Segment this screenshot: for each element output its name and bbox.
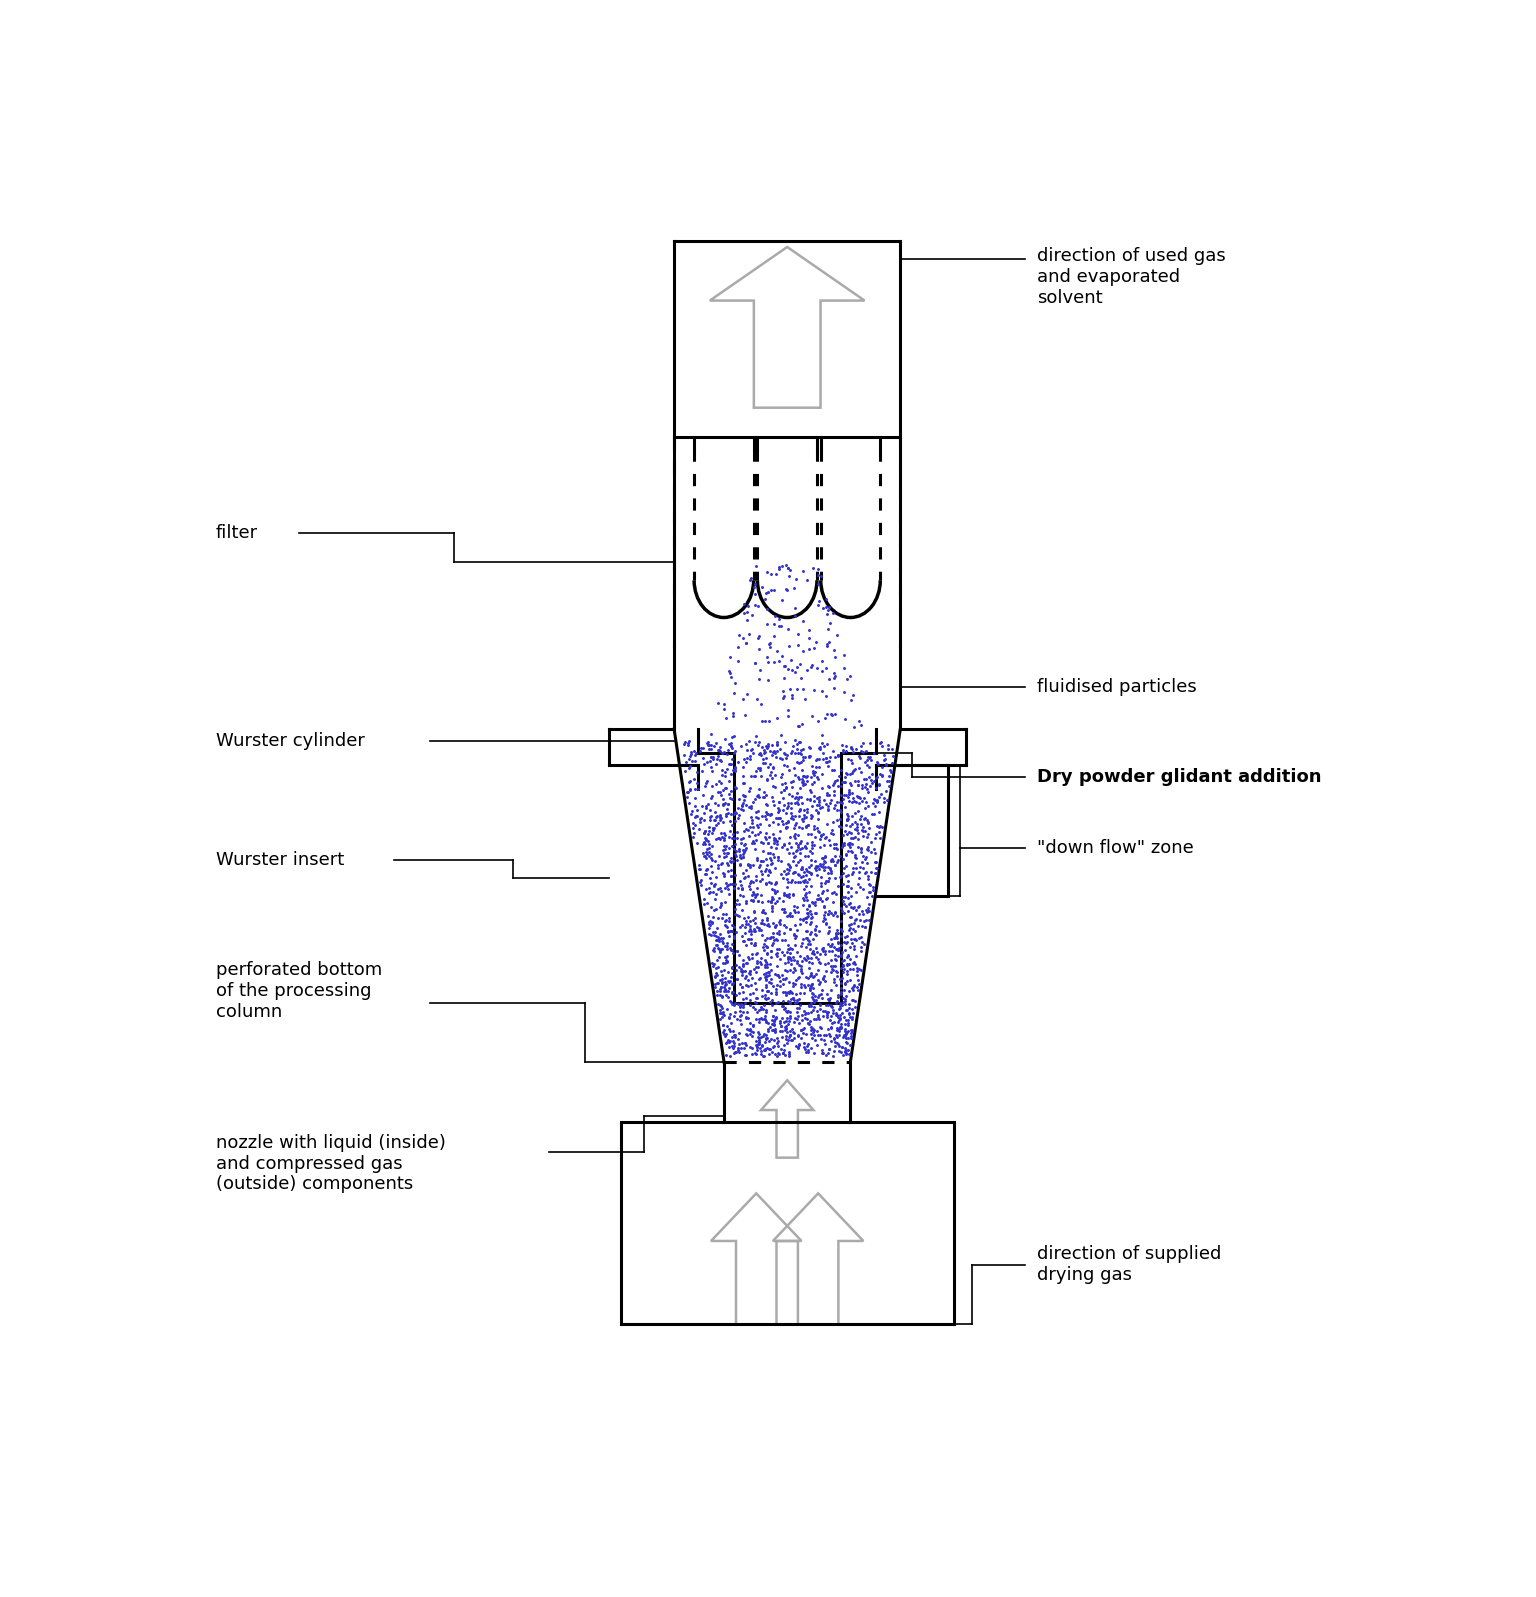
Text: Wurster insert: Wurster insert	[215, 851, 344, 869]
Text: perforated bottom
of the processing
column: perforated bottom of the processing colu…	[215, 961, 382, 1020]
Text: nozzle with liquid (inside)
and compressed gas
(outside) components: nozzle with liquid (inside) and compress…	[215, 1134, 445, 1193]
Text: "down flow" zone: "down flow" zone	[1037, 838, 1193, 858]
Text: Dry powder glidant addition: Dry powder glidant addition	[1037, 768, 1321, 786]
Text: fluidised particles: fluidised particles	[1037, 679, 1197, 696]
Text: Wurster cylinder: Wurster cylinder	[215, 731, 364, 751]
Text: direction of used gas
and evaporated
solvent: direction of used gas and evaporated sol…	[1037, 248, 1226, 307]
Text: direction of supplied
drying gas: direction of supplied drying gas	[1037, 1246, 1221, 1284]
Text: filter: filter	[215, 524, 258, 541]
